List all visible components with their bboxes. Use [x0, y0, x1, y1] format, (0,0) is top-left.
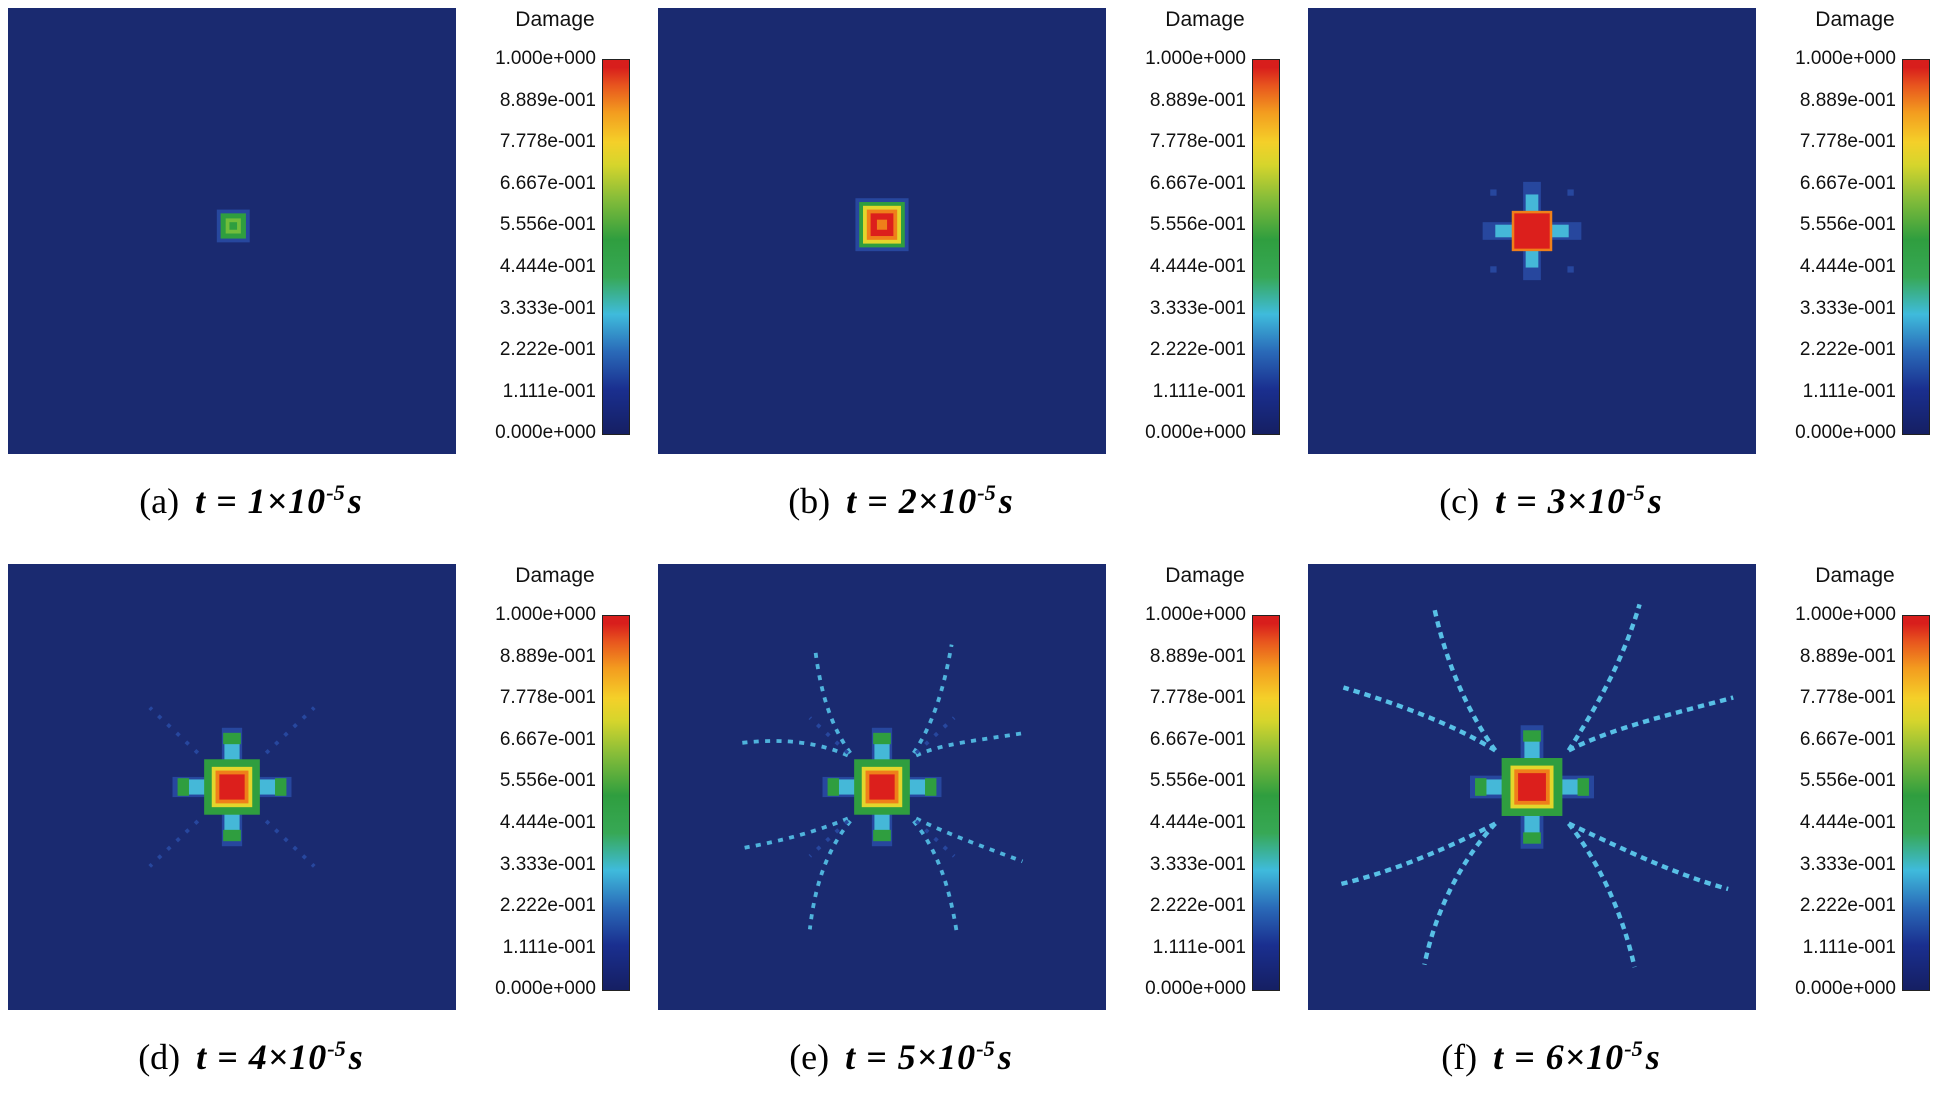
- time-unit: s: [1645, 1037, 1661, 1077]
- figure-row-1: Damage 1.000e+000 8.889e-001 7.778e-001 …: [0, 0, 1950, 556]
- damage-field-e: [658, 564, 1106, 1010]
- colorbar-title: Damage: [1165, 564, 1245, 587]
- time-exponent: -5: [327, 1036, 346, 1061]
- micro-cracks: [808, 716, 956, 858]
- damage-nucleus: [216, 209, 250, 243]
- branch-cracks: [738, 644, 1026, 933]
- damage-field-b: [658, 8, 1106, 454]
- time-unit: s: [997, 1037, 1013, 1077]
- subfigure-e-caption: (e) t = 5×10-5s: [666, 1036, 1136, 1078]
- subfigure-b-caption: (b) t = 2×10-5s: [666, 480, 1136, 522]
- colorbar-c: Damage 1.000e+000 8.889e-001 7.778e-001 …: [1780, 8, 1930, 454]
- colorbar-tick-labels: 1.000e+000 8.889e-001 7.778e-001 6.667e-…: [1145, 604, 1246, 1000]
- figure-row-2: Damage 1.000e+000 8.889e-001 7.778e-001 …: [0, 556, 1950, 1093]
- subfigure-b-viz: Damage 1.000e+000 8.889e-001 7.778e-001 …: [658, 8, 1300, 454]
- subfigure-f: Damage 1.000e+000 8.889e-001 7.778e-001 …: [1300, 556, 1950, 1093]
- time-formula: t = 1×10-5s: [195, 480, 363, 521]
- colorbar-gradient: [602, 615, 630, 991]
- colorbar-f: Damage 1.000e+000 8.889e-001 7.778e-001 …: [1780, 564, 1930, 1010]
- subfigure-a-caption: (a) t = 1×10-5s: [16, 480, 486, 522]
- subfigure-label: (f): [1441, 1037, 1478, 1077]
- colorbar-title: Damage: [1815, 564, 1895, 587]
- colorbar-a: Damage 1.000e+000 8.889e-001 7.778e-001 …: [480, 8, 630, 454]
- colorbar-title: Damage: [515, 8, 595, 31]
- subfigure-label: (e): [789, 1037, 830, 1077]
- time-exponent: -5: [1624, 1036, 1643, 1061]
- subfigure-a-viz: Damage 1.000e+000 8.889e-001 7.778e-001 …: [8, 8, 650, 454]
- time-base: t = 2×10: [846, 481, 978, 521]
- time-exponent: -5: [976, 1036, 995, 1061]
- colorbar-tick-labels: 1.000e+000 8.889e-001 7.778e-001 6.667e-…: [495, 48, 596, 444]
- time-base: t = 6×10: [1493, 1037, 1625, 1077]
- branch-cracks: [1340, 603, 1734, 968]
- damage-nucleus: [855, 198, 909, 252]
- subfigure-c: Damage 1.000e+000 8.889e-001 7.778e-001 …: [1300, 0, 1950, 556]
- damage-core: [1501, 758, 1563, 816]
- damage-field-a: [8, 8, 456, 454]
- subfigure-d-viz: Damage 1.000e+000 8.889e-001 7.778e-001 …: [8, 564, 650, 1010]
- subfigure-e: Damage 1.000e+000 8.889e-001 7.778e-001 …: [650, 556, 1300, 1093]
- subfigure-label: (b): [788, 481, 831, 521]
- subfigure-label: (c): [1439, 481, 1480, 521]
- damage-field-plot-b: [658, 8, 1106, 454]
- colorbar-b: Damage 1.000e+000 8.889e-001 7.778e-001 …: [1130, 8, 1280, 454]
- subfigure-f-caption: (f) t = 6×10-5s: [1316, 1036, 1786, 1078]
- time-unit: s: [998, 481, 1014, 521]
- micro-crack-specks: [1490, 189, 1574, 273]
- colorbar-gradient: [1902, 615, 1930, 991]
- damage-field-f: [1308, 564, 1756, 1010]
- damage-field-plot-a: [8, 8, 456, 454]
- subfigure-a: Damage 1.000e+000 8.889e-001 7.778e-001 …: [0, 0, 650, 556]
- colorbar-tick-labels: 1.000e+000 8.889e-001 7.778e-001 6.667e-…: [1145, 48, 1246, 444]
- time-formula: t = 3×10-5s: [1495, 480, 1663, 521]
- damage-core: [854, 759, 910, 815]
- colorbar-gradient: [1252, 59, 1280, 435]
- colorbar-title: Damage: [1165, 8, 1245, 31]
- time-unit: s: [1647, 481, 1663, 521]
- subfigure-f-viz: Damage 1.000e+000 8.889e-001 7.778e-001 …: [1308, 564, 1950, 1010]
- damage-core: [204, 759, 260, 815]
- subfigure-e-viz: Damage 1.000e+000 8.889e-001 7.778e-001 …: [658, 564, 1300, 1010]
- subfigure-d-caption: (d) t = 4×10-5s: [16, 1036, 486, 1078]
- colorbar-gradient: [1252, 615, 1280, 991]
- time-base: t = 5×10: [845, 1037, 977, 1077]
- damage-field-plot-f: [1308, 564, 1756, 1010]
- colorbar-tick-labels: 1.000e+000 8.889e-001 7.778e-001 6.667e-…: [1795, 48, 1896, 444]
- time-formula: t = 4×10-5s: [196, 1036, 364, 1077]
- time-base: t = 3×10: [1495, 481, 1627, 521]
- colorbar-tick-labels: 1.000e+000 8.889e-001 7.778e-001 6.667e-…: [495, 604, 596, 1000]
- colorbar-gradient: [602, 59, 630, 435]
- subfigure-c-caption: (c) t = 3×10-5s: [1316, 480, 1786, 522]
- colorbar-title: Damage: [515, 564, 595, 587]
- subfigure-label: (a): [139, 481, 180, 521]
- subfigure-d: Damage 1.000e+000 8.889e-001 7.778e-001 …: [0, 556, 650, 1093]
- time-exponent: -5: [326, 480, 345, 505]
- colorbar-tick-labels: 1.000e+000 8.889e-001 7.778e-001 6.667e-…: [1795, 604, 1896, 1000]
- colorbar-e: Damage 1.000e+000 8.889e-001 7.778e-001 …: [1130, 564, 1280, 1010]
- damage-field-plot-e: [658, 564, 1106, 1010]
- time-base: t = 4×10: [196, 1037, 328, 1077]
- damage-field-d: [8, 564, 456, 1010]
- damage-field-c: [1308, 8, 1756, 454]
- time-formula: t = 6×10-5s: [1493, 1036, 1661, 1077]
- time-base: t = 1×10: [195, 481, 327, 521]
- time-unit: s: [347, 481, 363, 521]
- time-exponent: -5: [1626, 480, 1645, 505]
- subfigure-label: (d): [138, 1037, 181, 1077]
- time-exponent: -5: [977, 480, 996, 505]
- colorbar-d: Damage 1.000e+000 8.889e-001 7.778e-001 …: [480, 564, 630, 1010]
- time-unit: s: [348, 1037, 364, 1077]
- damage-field-plot-c: [1308, 8, 1756, 454]
- subfigure-b: Damage 1.000e+000 8.889e-001 7.778e-001 …: [650, 0, 1300, 556]
- colorbar-gradient: [1902, 59, 1930, 435]
- time-formula: t = 2×10-5s: [846, 480, 1014, 521]
- damage-field-plot-d: [8, 564, 456, 1010]
- damage-core: [1511, 210, 1553, 252]
- subfigure-c-viz: Damage 1.000e+000 8.889e-001 7.778e-001 …: [1308, 8, 1950, 454]
- time-formula: t = 5×10-5s: [845, 1036, 1013, 1077]
- colorbar-title: Damage: [1815, 8, 1895, 31]
